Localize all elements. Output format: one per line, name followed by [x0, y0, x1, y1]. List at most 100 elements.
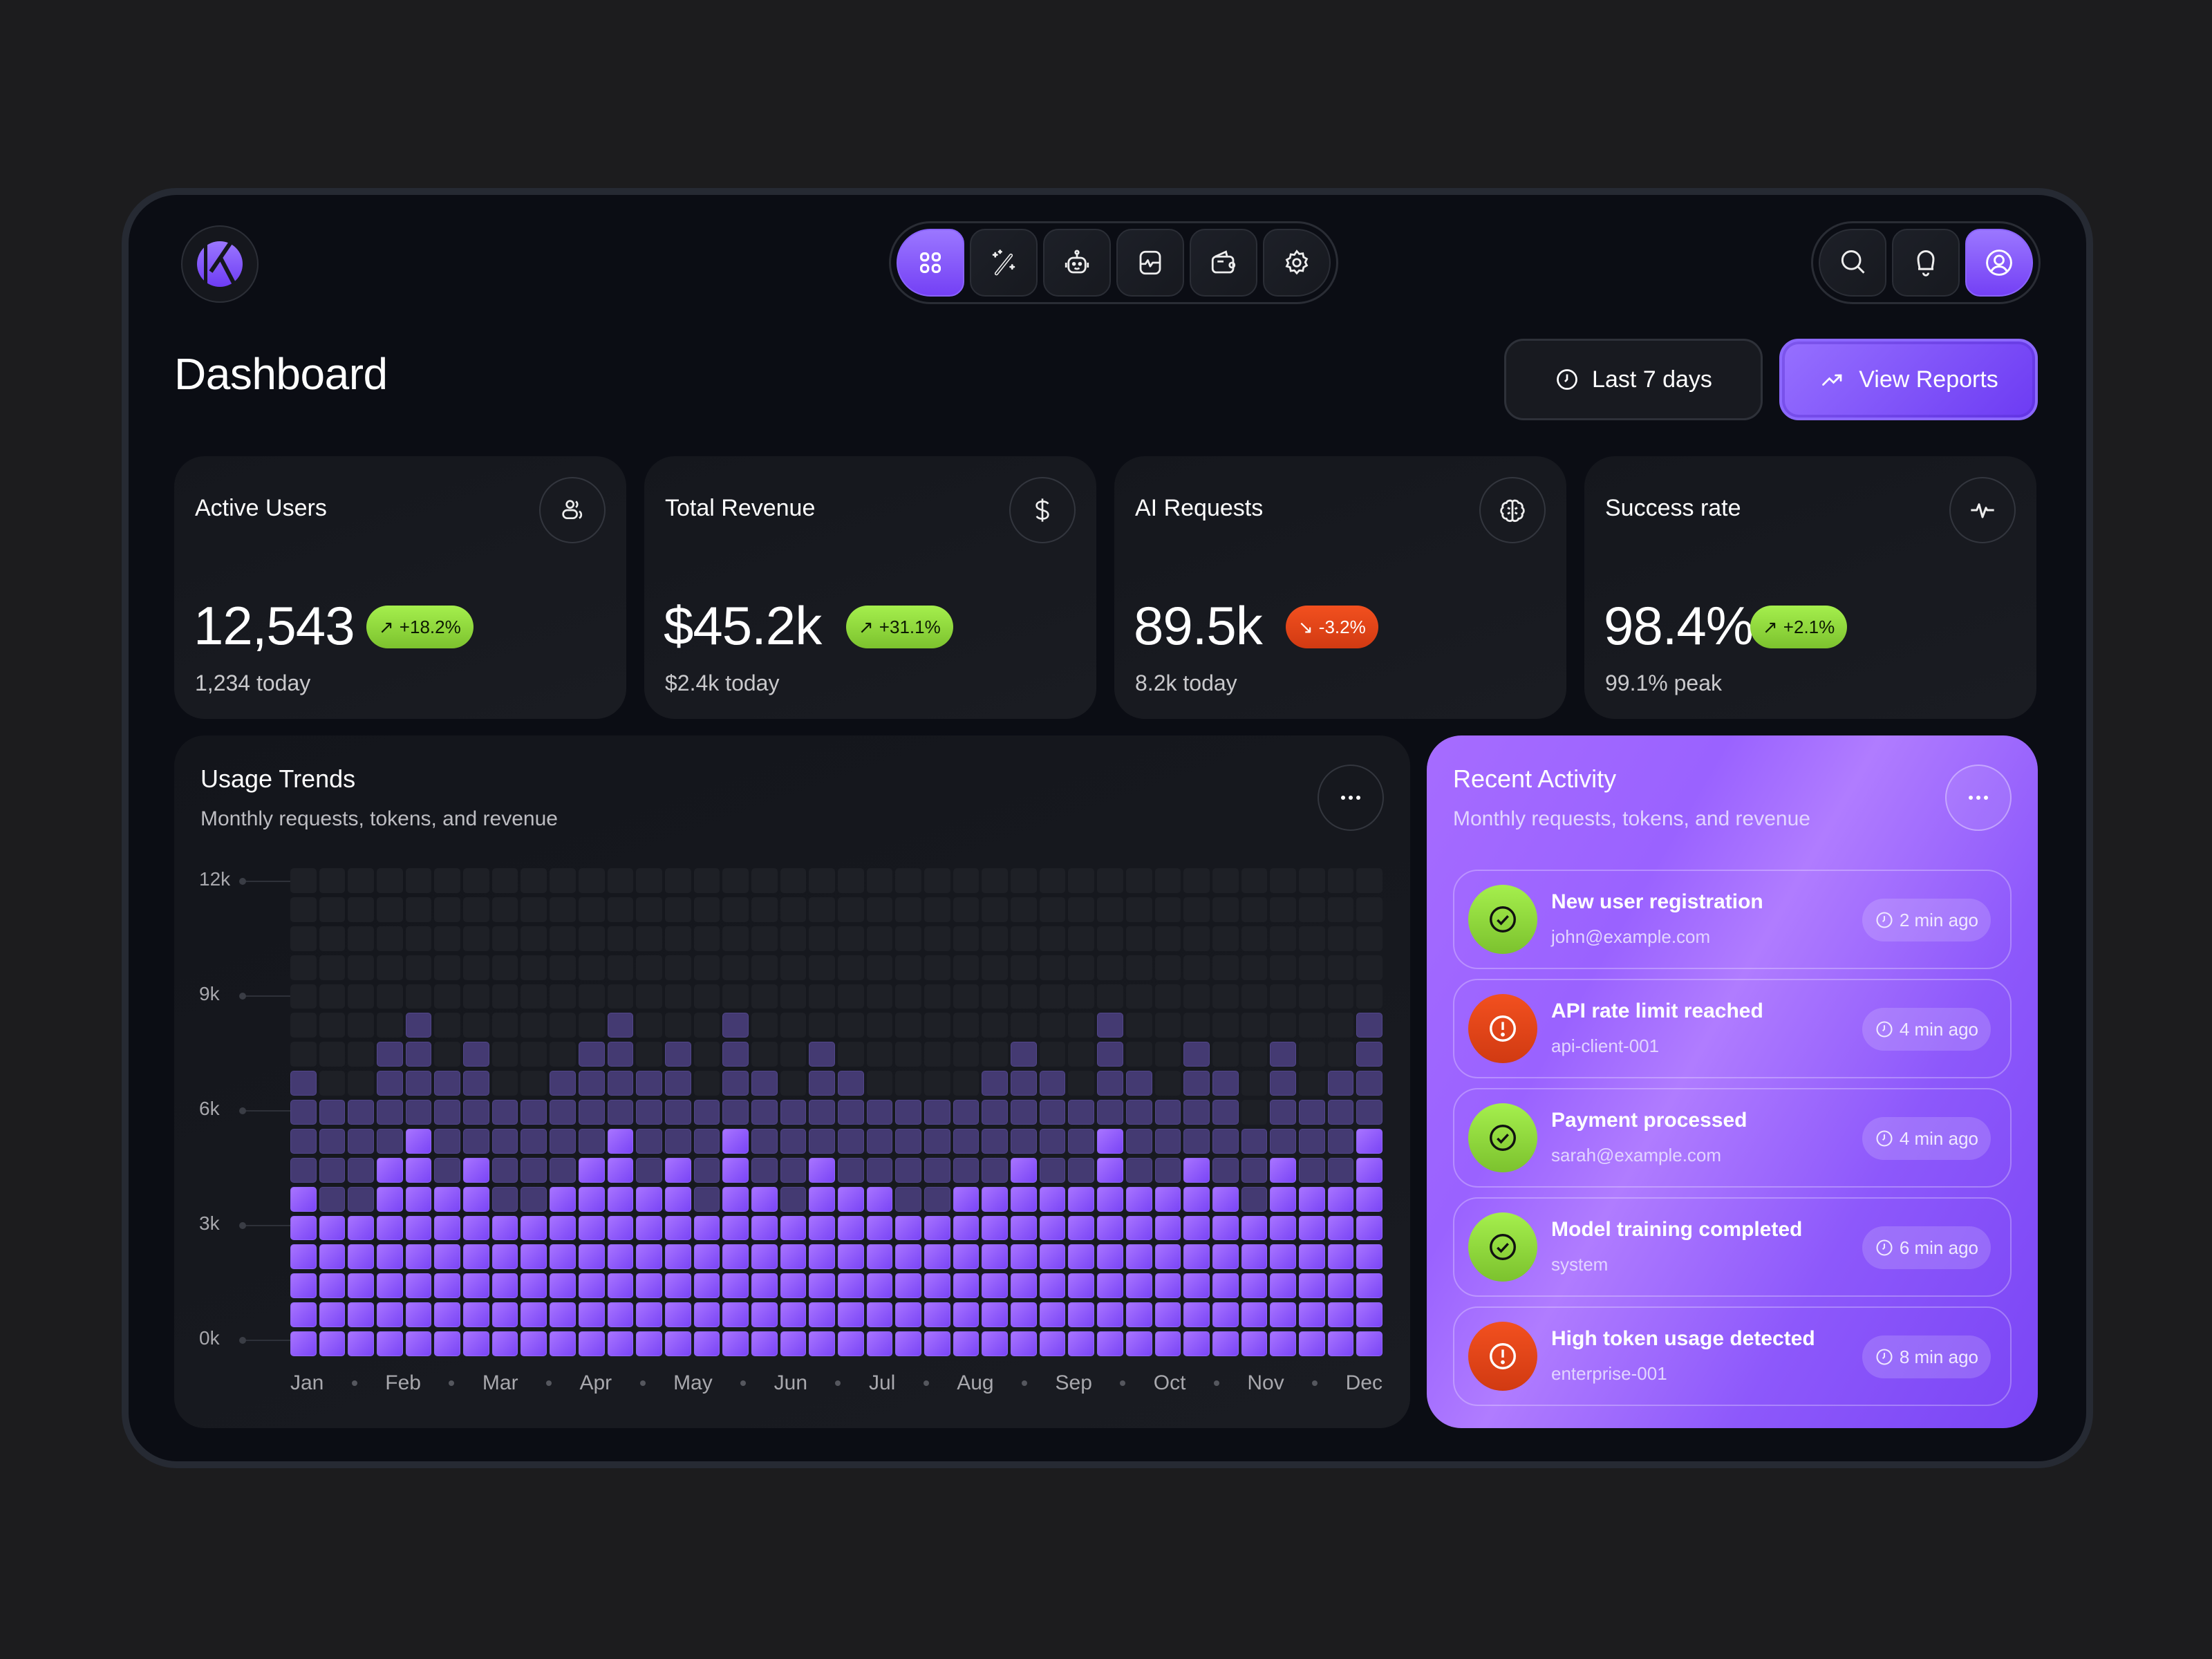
- bar-column[interactable]: [866, 868, 893, 1356]
- bar-cell: [319, 1100, 346, 1125]
- bar-cell: [1011, 868, 1037, 893]
- bar-column[interactable]: [1183, 868, 1210, 1356]
- page-title: Dashboard: [174, 349, 388, 399]
- bar-cell: [348, 1042, 375, 1067]
- bar-cell: [491, 1215, 518, 1241]
- profile-button[interactable]: [1965, 229, 2033, 297]
- bar-column[interactable]: [953, 868, 980, 1356]
- activity-item[interactable]: Payment processed sarah@example.com 4 mi…: [1453, 1088, 2012, 1188]
- bar-column[interactable]: [290, 868, 317, 1356]
- bar-cell: [348, 955, 375, 980]
- bar-column[interactable]: [636, 868, 662, 1356]
- bar-cell: [290, 1186, 317, 1212]
- bar-cell: [578, 1013, 605, 1038]
- bar-column[interactable]: [1241, 868, 1268, 1356]
- bar-column[interactable]: [1011, 868, 1037, 1356]
- activity-item[interactable]: API rate limit reached api-client-001 4 …: [1453, 979, 2012, 1078]
- bar-cell: [607, 1013, 634, 1038]
- bar-column[interactable]: [377, 868, 403, 1356]
- activity-more-button[interactable]: [1945, 765, 2012, 831]
- bar-column[interactable]: [1154, 868, 1181, 1356]
- bar-cell: [693, 1186, 720, 1212]
- bar-column[interactable]: [838, 868, 864, 1356]
- nav-billing[interactable]: [1190, 229, 1257, 297]
- bar-column[interactable]: [1212, 868, 1239, 1356]
- bar-cell: [463, 1157, 489, 1183]
- bar-cell: [982, 1186, 1009, 1212]
- bar-cell: [550, 1215, 576, 1241]
- nav-settings[interactable]: [1263, 229, 1331, 297]
- activity-item[interactable]: New user registration john@example.com 2…: [1453, 870, 2012, 969]
- bar-cell: [895, 1071, 922, 1096]
- bar-column[interactable]: [434, 868, 461, 1356]
- bar-cell: [319, 897, 346, 922]
- bar-cell: [809, 1186, 835, 1212]
- bar-cell: [1097, 1186, 1123, 1212]
- bar-cell: [1125, 868, 1152, 893]
- bar-column[interactable]: [550, 868, 576, 1356]
- bar-cell: [693, 1157, 720, 1183]
- stat-label: AI Requests: [1135, 495, 1264, 521]
- bar-column[interactable]: [895, 868, 922, 1356]
- bar-column[interactable]: [405, 868, 432, 1356]
- bar-cell: [607, 984, 634, 1009]
- bar-column[interactable]: [607, 868, 634, 1356]
- stat-icon-button[interactable]: [1009, 477, 1076, 543]
- bar-cell: [1154, 955, 1181, 980]
- bar-column[interactable]: [521, 868, 547, 1356]
- bar-column[interactable]: [1097, 868, 1123, 1356]
- bar-column[interactable]: [348, 868, 375, 1356]
- bar-column[interactable]: [924, 868, 950, 1356]
- bar-column[interactable]: [463, 868, 489, 1356]
- date-range-button[interactable]: Last 7 days: [1504, 339, 1763, 420]
- bar-column[interactable]: [319, 868, 346, 1356]
- bar-cell: [866, 1013, 893, 1038]
- logo[interactable]: [181, 225, 259, 303]
- stat-icon-button[interactable]: [1479, 477, 1546, 543]
- nav-monitoring[interactable]: [1116, 229, 1184, 297]
- bar-cell: [463, 926, 489, 951]
- bar-column[interactable]: [1356, 868, 1382, 1356]
- x-separator-dot: [1213, 1380, 1219, 1386]
- activity-item[interactable]: Model training completed system 6 min ag…: [1453, 1197, 2012, 1297]
- notifications-button[interactable]: [1892, 229, 1960, 297]
- bar-column[interactable]: [491, 868, 518, 1356]
- search-button[interactable]: [1819, 229, 1886, 297]
- bar-column[interactable]: [809, 868, 835, 1356]
- bar-cell: [434, 1273, 461, 1299]
- stat-icon-button[interactable]: [539, 477, 606, 543]
- bar-cell: [953, 1273, 980, 1299]
- bar-cell: [1212, 1042, 1239, 1067]
- stat-icon-button[interactable]: [1949, 477, 2016, 543]
- bar-cell: [751, 868, 778, 893]
- bar-cell: [348, 926, 375, 951]
- bar-column[interactable]: [578, 868, 605, 1356]
- bar-cell: [1212, 1331, 1239, 1356]
- bar-column[interactable]: [1327, 868, 1354, 1356]
- activity-item[interactable]: High token usage detected enterprise-001…: [1453, 1306, 2012, 1406]
- bar-column[interactable]: [751, 868, 778, 1356]
- bar-column[interactable]: [982, 868, 1009, 1356]
- bar-cell: [664, 1273, 691, 1299]
- bar-column[interactable]: [722, 868, 749, 1356]
- usage-trends-card: Usage Trends Monthly requests, tokens, a…: [174, 735, 1410, 1428]
- bar-cell: [1270, 1215, 1296, 1241]
- check-circle-icon: [1468, 1103, 1537, 1172]
- bar-cell: [463, 984, 489, 1009]
- bar-column[interactable]: [1039, 868, 1066, 1356]
- view-reports-button[interactable]: View Reports: [1779, 339, 2038, 420]
- bar-column[interactable]: [664, 868, 691, 1356]
- nav-agents[interactable]: [1043, 229, 1111, 297]
- bar-column[interactable]: [1270, 868, 1296, 1356]
- bar-column[interactable]: [780, 868, 807, 1356]
- nav-dashboard[interactable]: [897, 229, 964, 297]
- bar-cell: [1327, 1042, 1354, 1067]
- usage-more-button[interactable]: [1318, 765, 1384, 831]
- bar-column[interactable]: [1068, 868, 1095, 1356]
- bar-column[interactable]: [1125, 868, 1152, 1356]
- nav-ai-tools[interactable]: [970, 229, 1038, 297]
- bar-cell: [1212, 1157, 1239, 1183]
- bar-column[interactable]: [693, 868, 720, 1356]
- bar-column[interactable]: [1298, 868, 1325, 1356]
- bar-cell: [550, 1244, 576, 1270]
